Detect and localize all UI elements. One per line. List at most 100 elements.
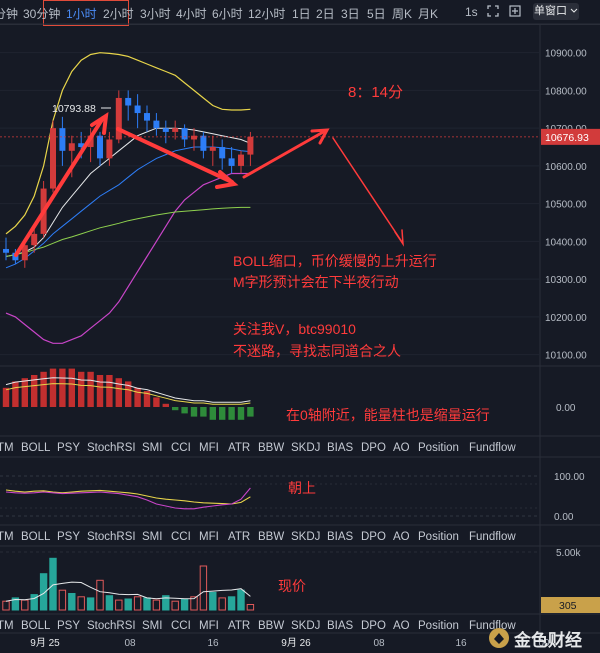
tf-minute[interactable]: 分钟 bbox=[0, 7, 19, 21]
candle-body bbox=[3, 248, 9, 253]
tf-4hour[interactable]: 4小时 bbox=[176, 7, 207, 21]
tf-1hour[interactable]: 1小时 bbox=[66, 7, 97, 21]
stoch-tick-label: 0.00 bbox=[554, 512, 574, 523]
tab-bias-2[interactable]: BIAS bbox=[327, 531, 354, 543]
tab-skdj-2[interactable]: SKDJ bbox=[291, 531, 321, 543]
tab-cci[interactable]: CCI bbox=[171, 442, 191, 454]
tab-smi-3[interactable]: SMI bbox=[142, 620, 163, 632]
tab-bbw[interactable]: BBW bbox=[258, 442, 285, 454]
candle-body bbox=[209, 147, 216, 151]
tab-boll-3[interactable]: BOLL bbox=[21, 620, 51, 632]
tab-cci-2[interactable]: CCI bbox=[171, 531, 191, 543]
tab-ao[interactable]: AO bbox=[393, 442, 410, 454]
tab-smi[interactable]: SMI bbox=[142, 442, 163, 454]
tab-tm[interactable]: TM bbox=[0, 442, 14, 454]
tab-fundflow-2[interactable]: Fundflow bbox=[469, 531, 516, 543]
macd-bar bbox=[209, 407, 216, 420]
tab-fundflow[interactable]: Fundflow bbox=[469, 442, 516, 454]
interval-1s[interactable]: 1s bbox=[465, 5, 478, 19]
tab-skdj-3[interactable]: SKDJ bbox=[291, 620, 321, 632]
tab-stochrsi-3[interactable]: StochRSI bbox=[87, 620, 136, 632]
macd-bar bbox=[190, 407, 198, 417]
tab-bias-3[interactable]: BIAS bbox=[327, 620, 354, 632]
tf-1day[interactable]: 1日 bbox=[292, 7, 311, 21]
logo-icon bbox=[489, 628, 509, 648]
arrow-up-2 bbox=[242, 129, 327, 179]
tab-bbw-3[interactable]: BBW bbox=[258, 620, 285, 632]
tab-bias[interactable]: BIAS bbox=[327, 442, 354, 454]
volume-bar bbox=[152, 599, 161, 611]
tab-psy-2[interactable]: PSY bbox=[57, 531, 81, 543]
tab-mfi-2[interactable]: MFI bbox=[199, 531, 219, 543]
candle-body bbox=[181, 128, 188, 140]
tab-tm-2[interactable]: TM bbox=[0, 531, 14, 543]
tab-skdj[interactable]: SKDJ bbox=[291, 442, 321, 454]
tab-mfi-3[interactable]: MFI bbox=[199, 620, 219, 632]
tab-psy-3[interactable]: PSY bbox=[57, 620, 81, 632]
macd-bar bbox=[237, 407, 245, 420]
tab-dpo-2[interactable]: DPO bbox=[361, 531, 386, 543]
tf-3hour[interactable]: 3小时 bbox=[140, 7, 171, 21]
macd-bar bbox=[49, 368, 57, 407]
tab-psy[interactable]: PSY bbox=[57, 442, 81, 454]
tf-2day[interactable]: 2日 bbox=[316, 7, 335, 21]
tab-position[interactable]: Position bbox=[418, 442, 459, 454]
macd-panel: 0.00 bbox=[2, 368, 576, 420]
tab-mfi[interactable]: MFI bbox=[199, 442, 219, 454]
volume-bar bbox=[124, 598, 132, 611]
tab-atr-3[interactable]: ATR bbox=[228, 620, 251, 632]
tf-12hour[interactable]: 12小时 bbox=[248, 7, 286, 21]
ma-blue-line bbox=[5, 146, 251, 269]
candle-body bbox=[191, 135, 197, 140]
tab-fundflow-3[interactable]: Fundflow bbox=[469, 620, 516, 632]
window-mode-select[interactable]: 单窗口 bbox=[533, 3, 579, 20]
macd-bar bbox=[228, 407, 235, 420]
boll-lower-line bbox=[5, 172, 251, 344]
tf-week[interactable]: 周K bbox=[392, 7, 413, 21]
time-tick-label: 9月 26 bbox=[281, 637, 311, 649]
grid-lines bbox=[0, 23, 600, 634]
time-tick-label: 16 bbox=[207, 638, 219, 649]
fullscreen-icon[interactable] bbox=[487, 5, 499, 20]
tab-cci-3[interactable]: CCI bbox=[171, 620, 191, 632]
tab-smi-2[interactable]: SMI bbox=[142, 531, 163, 543]
tab-stochrsi-2[interactable]: StochRSI bbox=[87, 531, 136, 543]
tf-2hour[interactable]: 2小时 bbox=[103, 7, 134, 21]
tab-bbw-2[interactable]: BBW bbox=[258, 531, 285, 543]
macd-bar bbox=[219, 407, 226, 420]
time-tick-label: 9月 25 bbox=[30, 637, 60, 649]
tab-position-2[interactable]: Position bbox=[418, 531, 459, 543]
tab-tm-3[interactable]: TM bbox=[0, 620, 14, 632]
tf-30min[interactable]: 30分钟 bbox=[23, 7, 61, 21]
tab-boll[interactable]: BOLL bbox=[21, 442, 51, 454]
tf-month[interactable]: 月K bbox=[418, 7, 439, 21]
tf-3day[interactable]: 3日 bbox=[341, 7, 360, 21]
tab-stochrsi[interactable]: StochRSI bbox=[87, 442, 136, 454]
settings-icon[interactable] bbox=[509, 5, 521, 20]
tab-ao-2[interactable]: AO bbox=[393, 531, 410, 543]
volume-bar bbox=[227, 596, 236, 611]
macd-tick-label: 0.00 bbox=[556, 403, 576, 414]
candle-body bbox=[228, 158, 235, 166]
tab-boll-2[interactable]: BOLL bbox=[21, 531, 51, 543]
annotation-follow-1: 关注我V，btc99010 bbox=[233, 321, 356, 337]
tab-ao-3[interactable]: AO bbox=[393, 620, 410, 632]
tab-position-3[interactable]: Position bbox=[418, 620, 459, 632]
macd-bar bbox=[21, 378, 28, 407]
tab-atr-2[interactable]: ATR bbox=[228, 531, 251, 543]
tf-5day[interactable]: 5日 bbox=[367, 7, 386, 21]
time-tick-label: 08 bbox=[373, 638, 385, 649]
high-price-label: 10793.88 bbox=[52, 103, 96, 115]
tab-atr[interactable]: ATR bbox=[228, 442, 251, 454]
macd-bar bbox=[12, 381, 19, 407]
volume-bar bbox=[21, 599, 29, 611]
tab-dpo[interactable]: DPO bbox=[361, 442, 386, 454]
volume-bar bbox=[237, 589, 245, 611]
tf-6hour[interactable]: 6小时 bbox=[212, 7, 243, 21]
candle-body bbox=[238, 154, 244, 166]
volume-bar bbox=[199, 565, 208, 611]
tab-dpo-3[interactable]: DPO bbox=[361, 620, 386, 632]
volume-bar bbox=[58, 589, 67, 611]
macd-bar bbox=[172, 407, 179, 411]
annotation-boll-1: BOLL缩口，币价缓慢的上升运行 bbox=[233, 253, 437, 269]
